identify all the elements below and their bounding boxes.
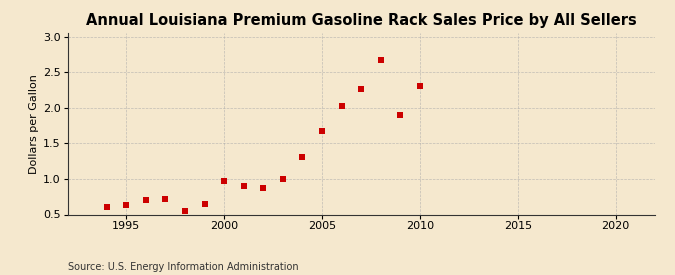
Point — [356, 86, 367, 91]
Point — [414, 84, 425, 89]
Point — [101, 205, 112, 210]
Point — [238, 184, 249, 188]
Point — [277, 177, 288, 181]
Title: Annual Louisiana Premium Gasoline Rack Sales Price by All Sellers: Annual Louisiana Premium Gasoline Rack S… — [86, 13, 637, 28]
Point — [160, 197, 171, 201]
Point — [140, 197, 151, 202]
Y-axis label: Dollars per Gallon: Dollars per Gallon — [28, 74, 38, 174]
Point — [336, 104, 347, 109]
Text: Source: U.S. Energy Information Administration: Source: U.S. Energy Information Administ… — [68, 262, 298, 272]
Point — [375, 58, 386, 62]
Point — [258, 186, 269, 190]
Point — [180, 209, 190, 213]
Point — [121, 202, 132, 207]
Point — [317, 129, 327, 133]
Point — [199, 202, 210, 206]
Point — [297, 155, 308, 159]
Point — [395, 113, 406, 117]
Point — [219, 179, 230, 183]
